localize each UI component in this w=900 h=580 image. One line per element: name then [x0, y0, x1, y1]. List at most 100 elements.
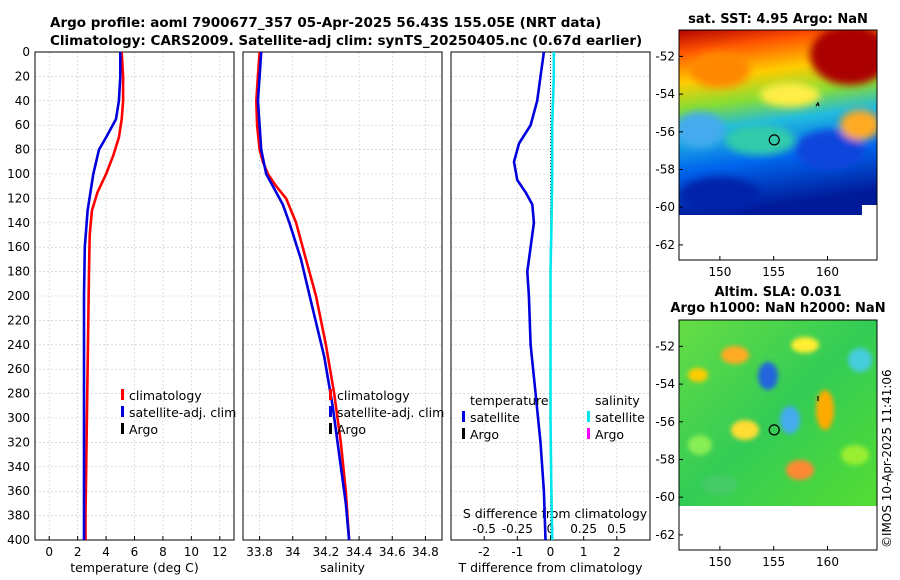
map-y-tick-label: -56 — [655, 125, 675, 139]
map-x-tick-label: 155 — [762, 555, 785, 569]
x-tick-label: 6 — [131, 545, 139, 559]
sla-field — [679, 320, 877, 506]
y-tick-label: 240 — [7, 338, 30, 352]
legend-label: Argo — [595, 427, 624, 442]
y-tick-label: 40 — [15, 94, 30, 108]
panel-difference: -2 -1 0 1 2T difference from climatology S di… — [450, 51, 651, 575]
y-tick-label: 140 — [7, 216, 30, 230]
legend-title: temperature — [470, 393, 549, 408]
figure-title-line1: Argo profile: aoml 7900677_357 05-Apr-20… — [50, 15, 602, 31]
s-tick-label: 0.25 — [570, 522, 597, 536]
y-tick-label: 120 — [7, 191, 30, 205]
panel-temperature: 0 2 4 6 8 10 120204060801001201401601802002202… — [7, 45, 236, 575]
sla-field-detail — [688, 337, 872, 495]
series-line-salinity_satellite — [549, 52, 556, 541]
sla-map: 150 155 160 -52 -54 -56 -58 -60 -62 — [655, 319, 878, 569]
s-tick-label: 0.5 — [607, 522, 626, 536]
sla-map-title-line1: Altim. SLA: 0.031 — [714, 285, 842, 300]
x-tick-label: 4 — [102, 545, 110, 559]
legend-swatch — [587, 428, 590, 439]
y-tick-label: 280 — [7, 387, 30, 401]
map-y-tick-label: -58 — [655, 453, 675, 467]
s-axis-label: S difference from climatology — [463, 506, 648, 521]
legend-swatch — [121, 406, 124, 417]
plot-frame — [34, 51, 235, 541]
y-tick-label: 0 — [22, 45, 30, 59]
map-y-tick-label: -54 — [655, 87, 675, 101]
x-axis-label: T difference from climatology — [457, 560, 643, 575]
x-axis-label: salinity — [320, 560, 365, 575]
x-tick-label: 1 — [580, 545, 588, 559]
y-tick-label: 200 — [7, 289, 30, 303]
x-axis-label: temperature (deg C) — [70, 560, 199, 575]
map-y-tick-label: -62 — [655, 238, 675, 252]
y-tick-label: 20 — [15, 69, 30, 83]
panel-salinity: 33.8 34 34.2 34.4 34.6 34.8 salinity climatolog… — [242, 51, 444, 575]
legend-swatch — [329, 423, 332, 434]
y-tick-label: 60 — [15, 118, 30, 132]
legend-swatch — [329, 389, 332, 400]
series-line-satellite — [256, 51, 351, 541]
sst-map-title: sat. SST: 4.95 Argo: NaN — [688, 12, 868, 27]
y-tick-label: 260 — [7, 362, 30, 376]
legend-swatch — [587, 411, 590, 422]
legend-swatch — [462, 428, 465, 439]
legend-swatch — [121, 389, 124, 400]
legend-swatch — [329, 406, 332, 417]
argo-track-mark — [815, 101, 820, 107]
x-tick-label: 0 — [547, 545, 555, 559]
legend-label: Argo — [337, 422, 366, 437]
x-tick-label: 33.8 — [246, 545, 273, 559]
x-tick-label: 0 — [45, 545, 53, 559]
map-y-tick-label: -52 — [655, 339, 675, 353]
map-x-tick-label: 155 — [762, 265, 785, 279]
y-tick-label: 320 — [7, 435, 30, 449]
x-tick-label: 2 — [74, 545, 82, 559]
y-tick-label: 360 — [7, 484, 30, 498]
legend-swatch — [462, 411, 465, 422]
sla-map-title-line2: Argo h1000: NaN h2000: NaN — [670, 301, 886, 316]
map-y-tick-label: -52 — [655, 49, 675, 63]
s-tick-label: 0 — [547, 522, 555, 536]
y-tick-label: 100 — [7, 167, 30, 181]
imos-credit: ©IMOS 10-Apr-2025 11:41:06 — [880, 369, 894, 548]
y-tick-label: 160 — [7, 240, 30, 254]
x-tick-label: 10 — [184, 545, 199, 559]
x-tick-label: 34.4 — [346, 545, 373, 559]
legend-label: Argo — [129, 422, 158, 437]
x-tick-label: 34 — [285, 545, 300, 559]
map-x-tick-label: 160 — [816, 555, 839, 569]
map-y-tick-label: -58 — [655, 163, 675, 177]
figure-title-line2: Climatology: CARS2009. Satellite-adj cli… — [50, 33, 643, 49]
y-tick-label: 80 — [15, 143, 30, 157]
x-tick-label: 8 — [159, 545, 167, 559]
legend-label: climatology — [129, 388, 202, 403]
sst-field-detail — [679, 30, 877, 213]
series-line-climatology — [84, 51, 125, 540]
y-tick-label: 380 — [7, 509, 30, 523]
y-tick-label: 220 — [7, 313, 30, 327]
legend-label: satellite — [470, 410, 520, 425]
legend-label: Argo — [470, 427, 499, 442]
y-tick-label: 340 — [7, 460, 30, 474]
sst-map: 150 155 160 -52 -54 -56 -58 -60 -62 — [655, 29, 878, 279]
map-y-tick-label: -56 — [655, 415, 675, 429]
map-y-tick-label: -60 — [655, 490, 675, 504]
x-tick-label: 34.2 — [313, 545, 340, 559]
argo-position-marker — [768, 134, 780, 146]
map-x-tick-label: 150 — [708, 555, 731, 569]
series-line-satellite — [82, 52, 122, 540]
map-y-tick-label: -54 — [655, 377, 675, 391]
map-x-tick-label: 160 — [816, 265, 839, 279]
x-tick-label: 12 — [212, 545, 227, 559]
y-tick-label: 400 — [7, 533, 30, 547]
series-line-climatology — [255, 51, 351, 541]
profile-panels: 0 2 4 6 8 10 120204060801001201401601802002202… — [7, 45, 651, 575]
s-tick-label: -0.25 — [502, 522, 533, 536]
legend-swatch — [121, 423, 124, 434]
map-y-tick-label: -62 — [655, 528, 675, 542]
legend-label: satellite — [595, 410, 645, 425]
legend-title: salinity — [595, 393, 640, 408]
map-x-tick-label: 150 — [708, 265, 731, 279]
